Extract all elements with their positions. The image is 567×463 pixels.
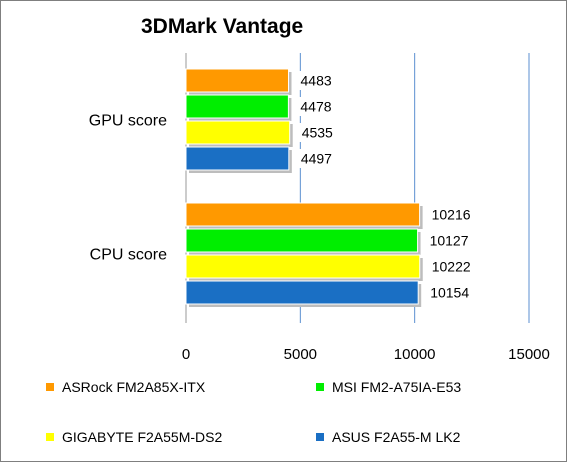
chart-title: 3DMark Vantage: [141, 15, 304, 38]
legend-item-1: MSI FM2-A75IA-E53: [316, 379, 461, 395]
category-label-1: CPU score: [90, 247, 167, 264]
legend-label: ASRock FM2A85X-ITX: [62, 379, 206, 395]
legend-item-0: ASRock FM2A85X-ITX: [46, 379, 205, 395]
data-label-1-0: 10216: [432, 207, 471, 223]
bar-1-3: [185, 280, 419, 305]
data-label-bg-0-3: [294, 149, 343, 168]
chart-legend: ASRock FM2A85X-ITX MSI FM2-A75IA-E53 GIGAB…: [46, 379, 556, 449]
bar-0-0: [185, 68, 290, 93]
data-label-1-3: 10154: [430, 285, 469, 301]
data-label-1-2: 10222: [432, 259, 471, 275]
x-tick-label-0: 0: [182, 346, 190, 363]
data-label-0-0: 4483: [301, 73, 332, 89]
bar-0-3: [185, 146, 290, 171]
category-label-0: GPU score: [89, 113, 167, 130]
data-label-1-1: 10127: [430, 233, 469, 249]
data-label-bg-0-2: [295, 123, 344, 142]
legend-swatch: [316, 433, 324, 441]
data-label-bg-0-0: [294, 71, 343, 90]
bar-1-2: [185, 254, 421, 279]
data-label-0-3: 4497: [301, 151, 332, 167]
bar-1-0: [185, 202, 421, 227]
legend-swatch: [46, 433, 54, 441]
legend-item-2: GIGABYTE F2A55M-DS2: [46, 429, 222, 445]
data-label-bg-1-0: [425, 205, 474, 224]
legend-label: MSI FM2-A75IA-E53: [332, 379, 462, 395]
legend-item-3: ASUS F2A55-M LK2: [316, 429, 460, 445]
data-label-0-1: 4478: [300, 99, 331, 115]
legend-label: GIGABYTE F2A55M-DS2: [62, 429, 223, 445]
data-label-bg-1-3: [424, 283, 473, 302]
data-label-0-2: 4535: [302, 125, 333, 141]
bar-0-1: [185, 94, 289, 119]
legend-swatch: [46, 383, 54, 391]
data-label-bg-1-2: [425, 257, 474, 276]
x-tick-label-2: 10000: [394, 346, 436, 363]
x-tick-label-1: 5000: [284, 346, 317, 363]
legend-swatch: [316, 383, 324, 391]
data-label-bg-0-1: [294, 97, 343, 116]
x-tick-label-3: 15000: [508, 346, 550, 363]
bar-0-2: [185, 120, 291, 145]
legend-label: ASUS F2A55-M LK2: [332, 429, 461, 445]
data-label-bg-1-1: [423, 231, 472, 250]
bar-1-1: [185, 228, 419, 253]
